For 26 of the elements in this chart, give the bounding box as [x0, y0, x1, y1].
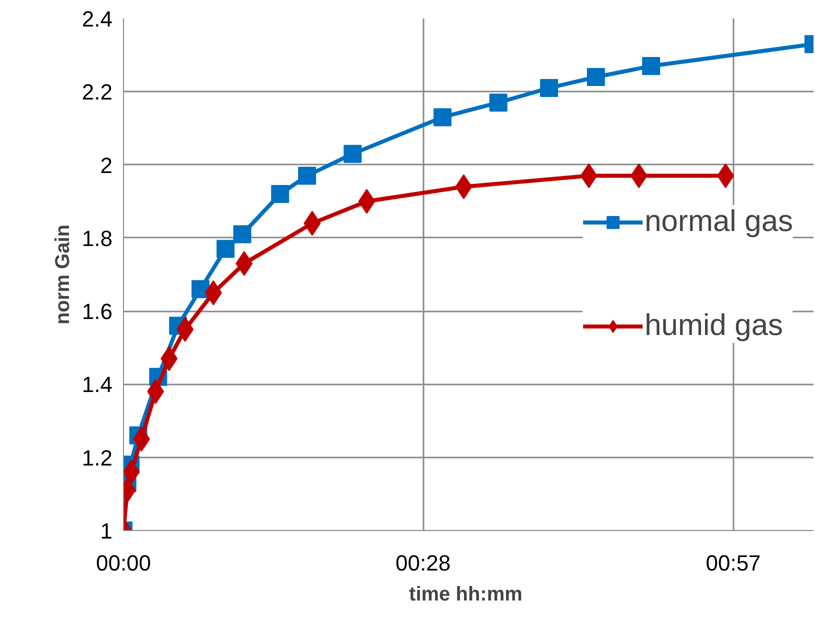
point — [192, 280, 210, 298]
y-tick-label: 1.8 — [82, 226, 113, 251]
point — [298, 166, 316, 185]
y-tick-label: 2.2 — [82, 80, 113, 105]
y-tick-label: 2.4 — [82, 6, 113, 32]
point — [540, 78, 558, 97]
point — [586, 68, 605, 86]
point — [271, 185, 290, 204]
point — [489, 94, 508, 112]
point — [216, 240, 235, 258]
x-tick-label: 00:00 — [96, 550, 152, 576]
point — [344, 144, 362, 163]
x-tick-label: 00:57 — [706, 550, 761, 576]
y-tick-label: 1 — [100, 518, 113, 544]
y-tick-label: 1.2 — [82, 445, 113, 470]
y-tick-label: 1.6 — [82, 299, 113, 324]
legend-label: normal gas — [644, 205, 793, 239]
legend-label: humid gas — [644, 309, 784, 343]
point — [642, 57, 660, 76]
point — [233, 225, 252, 244]
point — [434, 108, 452, 126]
x-tick-label: 00:28 — [396, 550, 451, 576]
y-axis-title: norm Gain — [52, 224, 74, 325]
y-tick-label: 1.4 — [82, 372, 113, 398]
y-tick-label: 2 — [100, 152, 113, 178]
x-axis-title: time hh:mm — [409, 584, 522, 606]
